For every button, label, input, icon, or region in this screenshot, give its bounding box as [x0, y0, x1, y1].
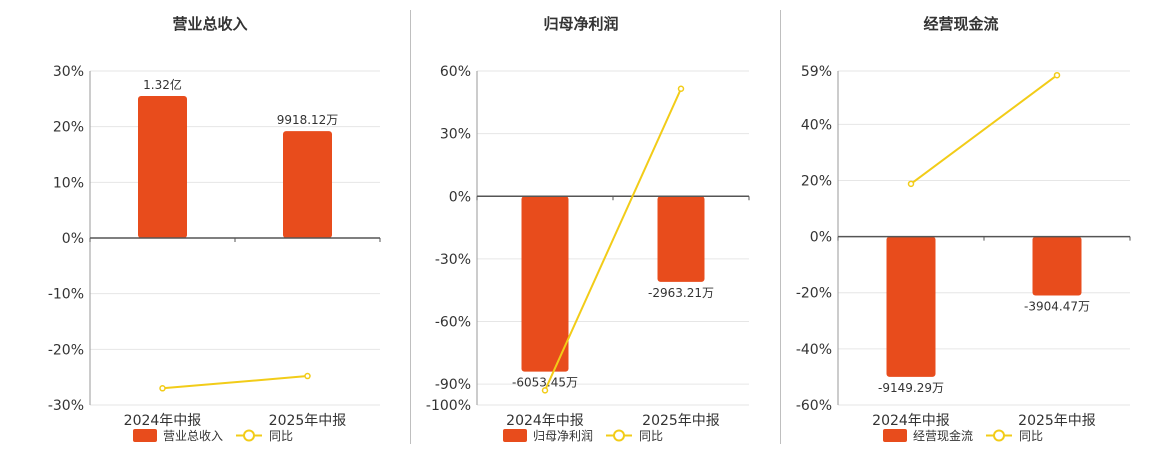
- x-tick-label: 2025年中报: [269, 413, 347, 429]
- legend-bar-label: 经营现金流: [913, 428, 973, 443]
- yoy-point: [541, 387, 549, 394]
- legend-line-label: 同比: [639, 429, 663, 443]
- chart-title: 归母净利润: [543, 15, 618, 33]
- legend-line-marker: [243, 429, 255, 442]
- yoy-point: [159, 385, 166, 392]
- yoy-point: [304, 372, 311, 380]
- yoy-line: [162, 375, 308, 390]
- yoy-point: [677, 85, 685, 92]
- chart-panel-net-profit: 归母净利润 60% 30% 0% -30% -60% -90% -100% -6053.45万 -…: [411, 0, 780, 450]
- y-tick-label: -20%: [48, 342, 84, 358]
- bar-value-label: 9918.12万: [277, 113, 339, 127]
- y-tick-label: 0%: [62, 231, 84, 247]
- bar: [138, 96, 187, 238]
- y-tick-label: 60%: [440, 64, 471, 80]
- y-tick-label: 20%: [801, 173, 832, 189]
- y-tick-label: 30%: [440, 127, 471, 143]
- y-tick-label: -60%: [796, 398, 832, 414]
- yoy-line: [910, 74, 1058, 185]
- bar: [1032, 236, 1082, 296]
- chart-panel-revenue: 营业总收入 30% 20% 10% 0% -10% -20% -30% 1.32亿 9918.12…: [0, 0, 410, 450]
- bar: [657, 196, 705, 282]
- bar-value-label: -9149.29万: [878, 381, 944, 395]
- panel-divider: [780, 10, 781, 444]
- y-tick-label: -40%: [796, 342, 832, 358]
- legend-line-label: 同比: [1019, 429, 1043, 443]
- legend-bar-swatch: [883, 429, 907, 442]
- chart-title: 营业总收入: [172, 15, 247, 33]
- panel-divider: [410, 10, 411, 444]
- chart-panel-cash-flow: 经营现金流 59% 40% 20% 0% -20% -40% -60% -9149.29万 -39…: [781, 0, 1160, 450]
- revenue-chart: 营业总收入 30% 20% 10% 0% -10% -20% -30% 1.32亿 9918.12…: [48, 15, 381, 443]
- yoy-point: [907, 180, 915, 188]
- bar-value-label: 1.32亿: [143, 77, 182, 92]
- y-tick-label: -10%: [48, 287, 84, 303]
- bar-value-label: -3904.47万: [1024, 300, 1090, 314]
- x-tick-label: 2024年中报: [506, 413, 584, 429]
- y-tick-label: 40%: [801, 117, 832, 133]
- y-tick-label: -90%: [435, 377, 471, 393]
- x-tick-label: 2025年中报: [1018, 413, 1096, 429]
- x-tick-label: 2025年中报: [642, 413, 720, 429]
- bar: [283, 131, 332, 238]
- legend-line-marker: [613, 429, 625, 442]
- y-tick-label: 0%: [449, 189, 471, 205]
- y-tick-label: -30%: [435, 252, 471, 268]
- y-tick-label: 30%: [53, 64, 84, 80]
- y-tick-label: 59%: [801, 64, 832, 80]
- legend-line-label: 同比: [269, 429, 293, 443]
- chart-title: 经营现金流: [923, 15, 998, 33]
- cash-flow-chart: 经营现金流 59% 40% 20% 0% -20% -40% -60% -9149.29万 -39…: [796, 15, 1131, 443]
- x-tick-label: 2024年中报: [872, 413, 950, 429]
- y-tick-label: 0%: [810, 230, 832, 246]
- y-tick-label: -60%: [435, 315, 471, 331]
- yoy-line: [544, 88, 682, 391]
- y-tick-label: 10%: [53, 175, 84, 191]
- x-tick-label: 2024年中报: [124, 413, 202, 429]
- bar-value-label: -2963.21万: [648, 286, 714, 300]
- bar-value-label: -6053.45万: [512, 376, 578, 390]
- y-tick-label: 20%: [53, 120, 84, 136]
- legend-bar-label: 归母净利润: [533, 429, 593, 443]
- legend-bar-label: 营业总收入: [163, 429, 223, 443]
- net-profit-chart: 归母净利润 60% 30% 0% -30% -60% -90% -100% -6053.45万 -…: [426, 15, 750, 443]
- yoy-point: [1053, 71, 1061, 79]
- y-tick-label: -30%: [48, 398, 84, 414]
- legend-bar-swatch: [503, 429, 527, 442]
- legend-line-marker: [993, 429, 1005, 442]
- legend-bar-swatch: [133, 429, 157, 442]
- y-tick-label: -100%: [426, 398, 471, 414]
- bar: [521, 196, 569, 372]
- y-tick-label: -20%: [796, 286, 832, 302]
- bar: [886, 236, 936, 377]
